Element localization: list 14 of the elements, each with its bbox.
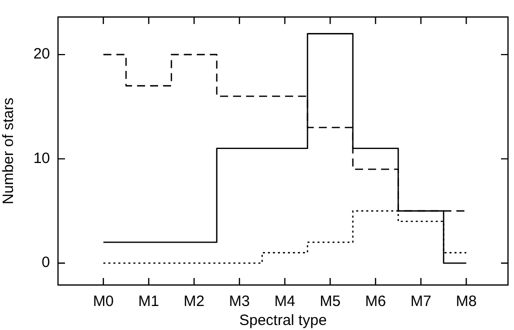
x-tick-label: M2 [184,293,205,310]
y-tick-label: 0 [42,254,50,272]
x-tick-label: M8 [456,293,477,310]
x-tick-label: M7 [410,293,432,310]
x-axis-title: Spectral type [239,312,327,330]
x-tick-label: M5 [320,293,341,310]
x-tick-label: M0 [92,293,114,310]
x-tick-label: M1 [138,293,160,310]
x-tick-label: M6 [365,293,386,310]
y-tick-label: 20 [33,46,50,63]
y-axis-title: Number of stars [0,98,18,204]
x-tick-label: M4 [274,293,296,310]
x-tick-label: M3 [229,293,250,310]
y-tick-label: 10 [33,150,50,167]
